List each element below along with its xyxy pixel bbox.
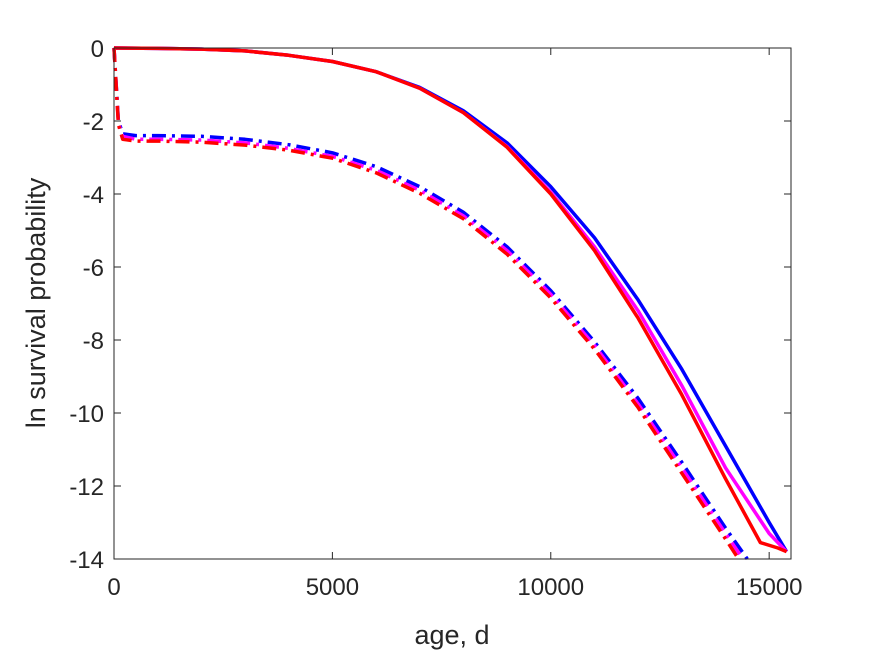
- x-tick-label: 0: [107, 574, 120, 601]
- y-tick-label: -8: [83, 328, 104, 355]
- x-tick-label: 10000: [517, 574, 584, 601]
- series-layer: [112, 46, 789, 561]
- x-tick-label: 15000: [736, 574, 803, 601]
- y-tick-label: -4: [83, 182, 104, 209]
- x-tick-label: 5000: [306, 574, 359, 601]
- y-tick-label: -12: [69, 474, 104, 501]
- x-axis-label: age, d: [414, 620, 489, 650]
- axes-box: [113, 47, 792, 560]
- y-tick-label: -2: [83, 109, 104, 136]
- y-tick-label: -10: [69, 401, 104, 428]
- series-line-dashdot-5: [112, 47, 741, 560]
- series-line-dashdot-4: [112, 47, 745, 560]
- tick-layer: 0 5000 10000 15000 0 -2 -4 -6 -8 -10 -12 -14: [69, 36, 802, 601]
- series-line-dashdot-3: [112, 47, 749, 561]
- y-tick-label: 0: [91, 36, 104, 63]
- y-axis-label: ln survival probability: [21, 177, 51, 428]
- plot-area: [114, 48, 791, 559]
- y-tick-label: -14: [69, 547, 104, 574]
- y-tick-label: -6: [83, 255, 104, 282]
- series-line-solid-2: [113, 46, 788, 554]
